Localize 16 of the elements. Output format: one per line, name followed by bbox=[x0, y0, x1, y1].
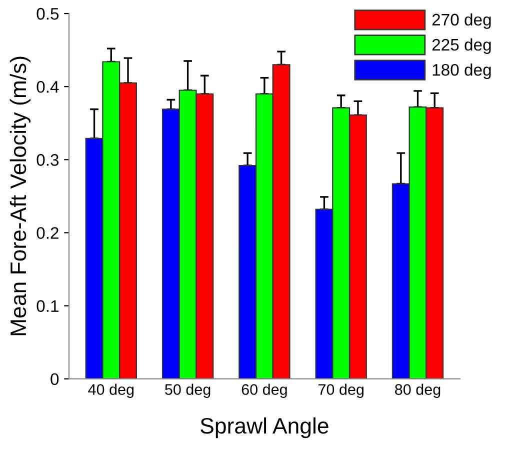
y-tick-label: 0.3 bbox=[36, 154, 59, 166]
x-axis-title: Sprawl Angle bbox=[200, 417, 328, 438]
y-tick-label: 0.1 bbox=[36, 300, 58, 312]
x-tick-label: 60 deg bbox=[242, 384, 287, 398]
y-tick-label: 0.2 bbox=[36, 227, 58, 239]
y-axis-title: Mean Fore-Aft Velocity (m/s) bbox=[10, 56, 31, 336]
x-tick-label: 80 deg bbox=[395, 384, 440, 398]
legend-label: 180 deg bbox=[432, 64, 491, 80]
legend-label: 270 deg bbox=[432, 13, 491, 29]
x-tick-label: 50 deg bbox=[165, 384, 210, 398]
y-tick-label: 0 bbox=[50, 373, 59, 386]
x-tick-label: 70 deg bbox=[318, 384, 364, 398]
y-tick-label: 0.5 bbox=[36, 8, 59, 20]
x-tick-label: 40 deg bbox=[88, 384, 134, 398]
y-tick-label: 0.4 bbox=[36, 80, 59, 93]
legend-label: 225 deg bbox=[432, 38, 491, 54]
